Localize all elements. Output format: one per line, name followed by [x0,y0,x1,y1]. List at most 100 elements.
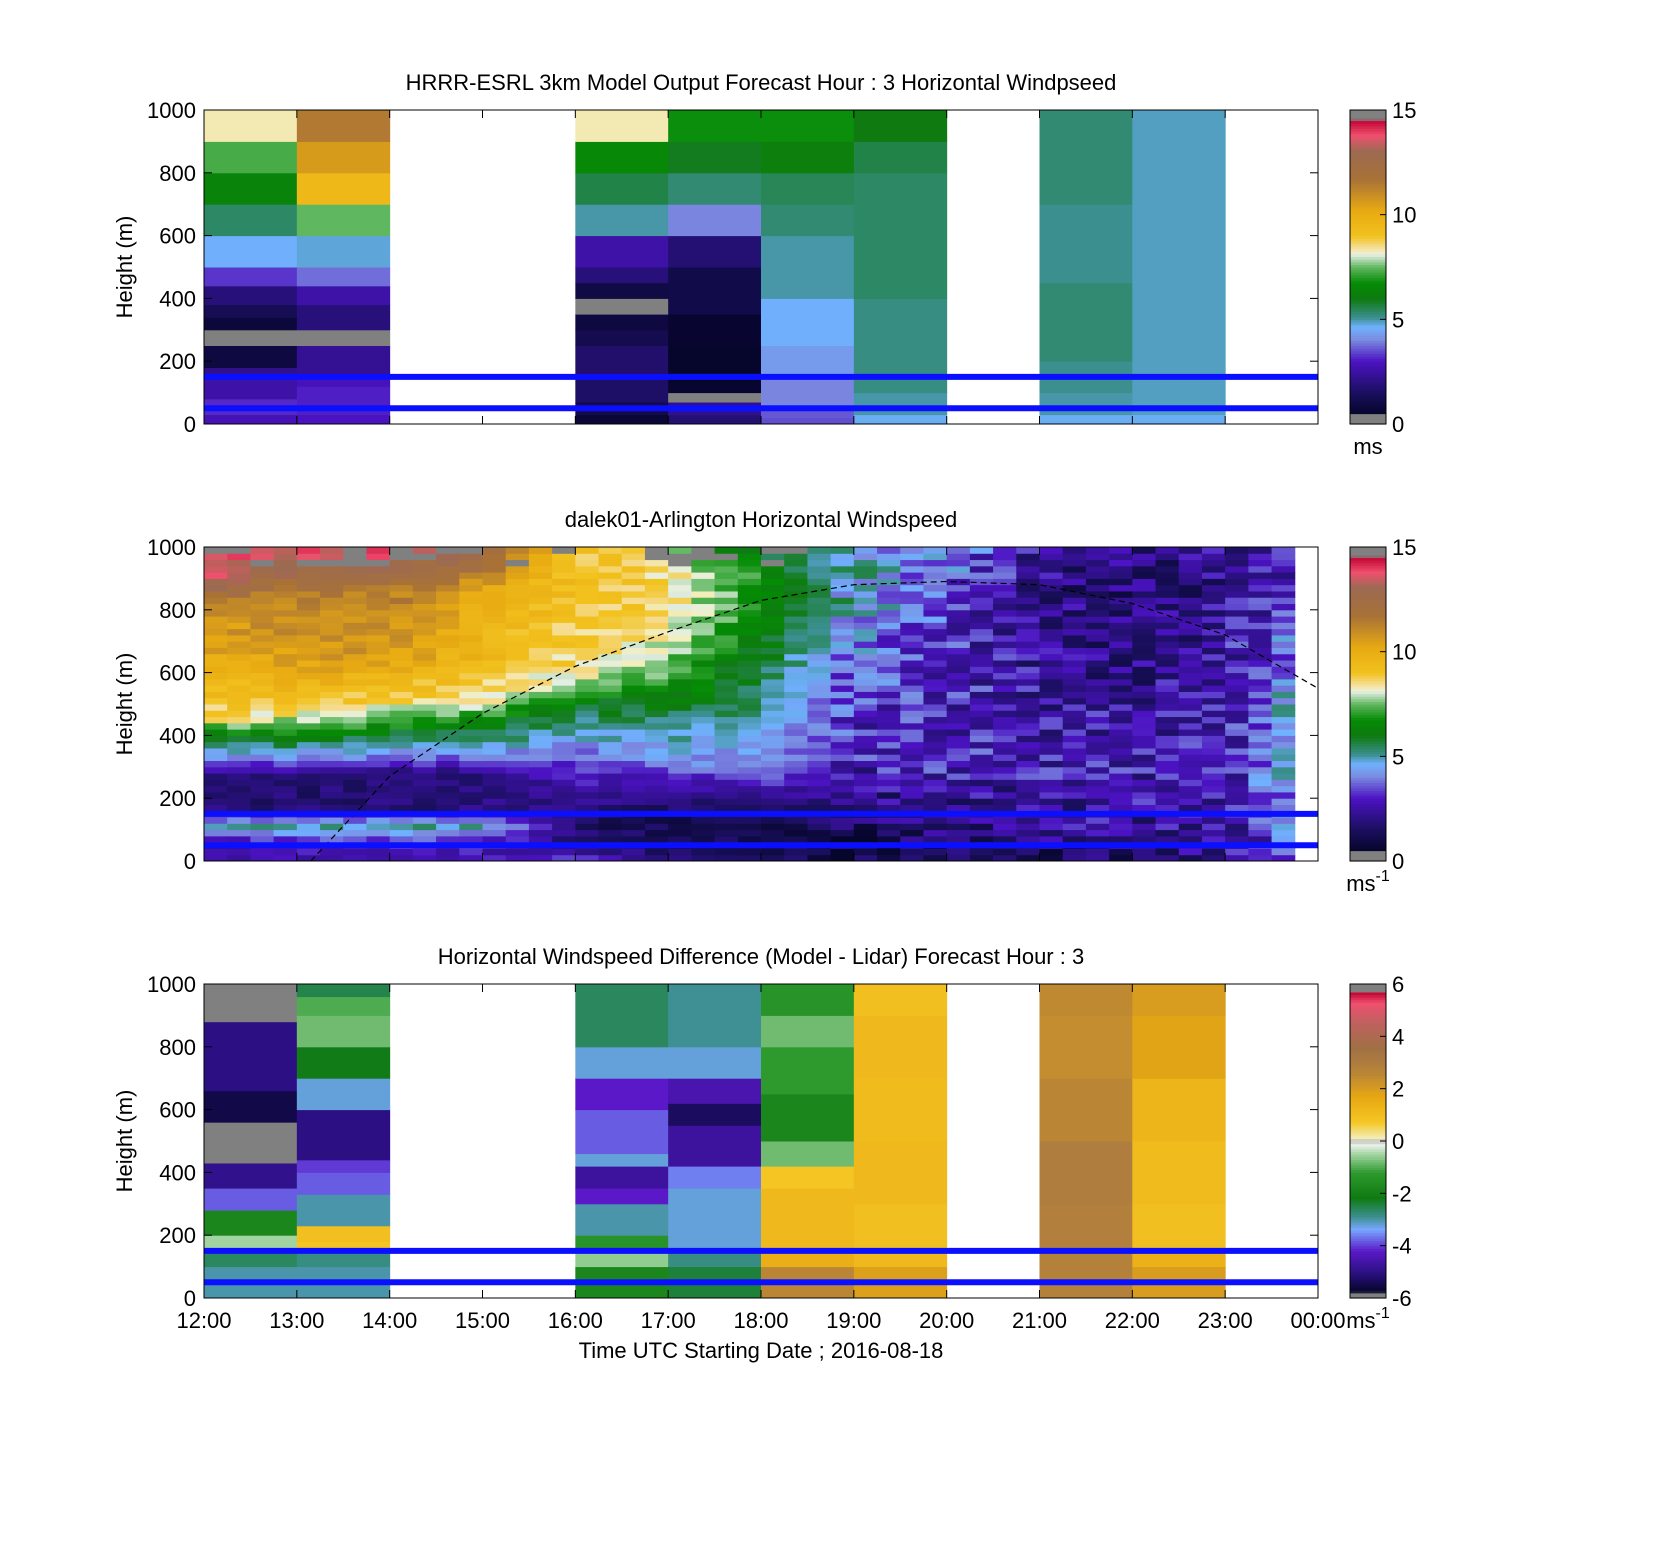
heatmap-cell [807,773,832,780]
heatmap-cell [1039,817,1064,824]
heatmap-cell [575,984,669,1048]
heatmap-cell [320,584,344,592]
heatmap-cell [343,766,367,774]
heatmap-cell [505,804,530,812]
heatmap-cell [389,628,414,636]
colorbar-swatch [1350,719,1386,723]
heatmap-cell [575,848,600,856]
colorbar-swatch [1350,141,1386,145]
heatmap-cell [784,817,808,824]
heatmap-cell [1016,609,1040,617]
heatmap-cell [993,766,1017,774]
heatmap-cell [296,804,321,812]
colorbar-swatch [1350,690,1386,695]
colorbar-swatch [1350,1167,1386,1171]
heatmap-cell [923,848,948,856]
heatmap-cell [1155,710,1180,718]
heatmap-cell [668,835,692,843]
colorbar-swatch [1350,1127,1386,1132]
heatmap-cell [923,660,948,667]
heatmap-cell [1085,647,1110,655]
colorbar-unit-exponent: -1 [1376,868,1390,885]
heatmap-cell [1039,754,1064,762]
heatmap-cell [1085,716,1110,724]
heatmap-cell [1271,553,1296,561]
heatmap-cell [691,785,716,793]
heatmap-cell [668,584,692,592]
colorbar-swatch [1350,1041,1386,1045]
colorbar-swatch [1350,717,1386,721]
heatmap-cell [1155,798,1180,805]
heatmap-cell [644,547,669,554]
heatmap-cell [575,622,600,630]
colorbar-swatch [1350,764,1386,768]
heatmap-cell [737,704,762,711]
heatmap-cell [761,547,785,554]
heatmap-cell [946,616,971,623]
heatmap-cell [946,785,971,793]
heatmap-cell [737,603,762,611]
heatmap-cell [1132,672,1157,680]
colorbar-swatch [1350,714,1386,718]
heatmap-cell [644,616,669,623]
heatmap-cell [389,578,414,586]
x-tick-label: 20:00 [919,1308,974,1333]
heatmap-cell [320,616,344,623]
colorbar-swatch [1350,646,1386,650]
heatmap-cell [505,603,530,611]
heatmap-cell [1039,716,1064,724]
heatmap-cell [668,678,692,686]
heatmap-cell [204,345,298,368]
heatmap-cell [900,653,924,661]
heatmap-cell [227,722,251,730]
heatmap-cell [1155,773,1180,780]
heatmap-cell [1248,722,1273,730]
heatmap-cell [598,754,623,762]
y-tick-label: 1000 [147,535,196,560]
heatmap-cell [1039,609,1064,617]
heatmap-cell [714,622,739,630]
heatmap-cell [1016,553,1040,561]
heatmap-cell [273,590,298,598]
heatmap-cell [505,647,530,655]
heatmap-cell [505,641,530,648]
heatmap-cell [436,829,460,837]
heatmap-cell [668,565,692,573]
heatmap-cell [1085,597,1110,605]
heatmap-cell [784,697,808,705]
heatmap-cell [482,660,507,667]
heatmap-cell [714,854,739,862]
colorbar-swatch [1350,1088,1386,1092]
heatmap-cell [761,735,785,743]
heatmap-cell [1109,747,1133,755]
heatmap-cell [737,754,762,762]
heatmap-cell [227,735,251,743]
colorbar-tick-label: -6 [1392,1286,1412,1311]
heatmap-cell [296,791,321,799]
heatmap-cell [946,590,971,598]
heatmap-cell [644,785,669,793]
heatmap-cell [320,785,344,793]
heatmap-cell [343,666,367,674]
heatmap-cell [459,835,483,843]
heatmap-cell [784,641,808,648]
heatmap-cell [761,773,785,780]
heatmap-cell [412,590,437,598]
heatmap-cell [877,685,901,692]
colorbar-tick-label: 5 [1392,307,1404,332]
heatmap-cell [482,622,507,630]
heatmap-cell [436,653,460,661]
heatmap-cell [1016,547,1040,554]
heatmap-cell [900,622,924,630]
heatmap-cell [1132,741,1157,749]
heatmap-cell [1109,760,1133,768]
heatmap-cell [366,584,391,592]
heatmap-cell [1085,572,1110,579]
heatmap-cell [1201,660,1226,667]
colorbar-swatch [1350,1224,1386,1228]
heatmap-cell [204,559,228,567]
heatmap-cell [714,779,739,787]
colorbar-swatch [1350,1245,1386,1249]
heatmap-cell [250,697,275,705]
heatmap-cell [1085,622,1110,630]
